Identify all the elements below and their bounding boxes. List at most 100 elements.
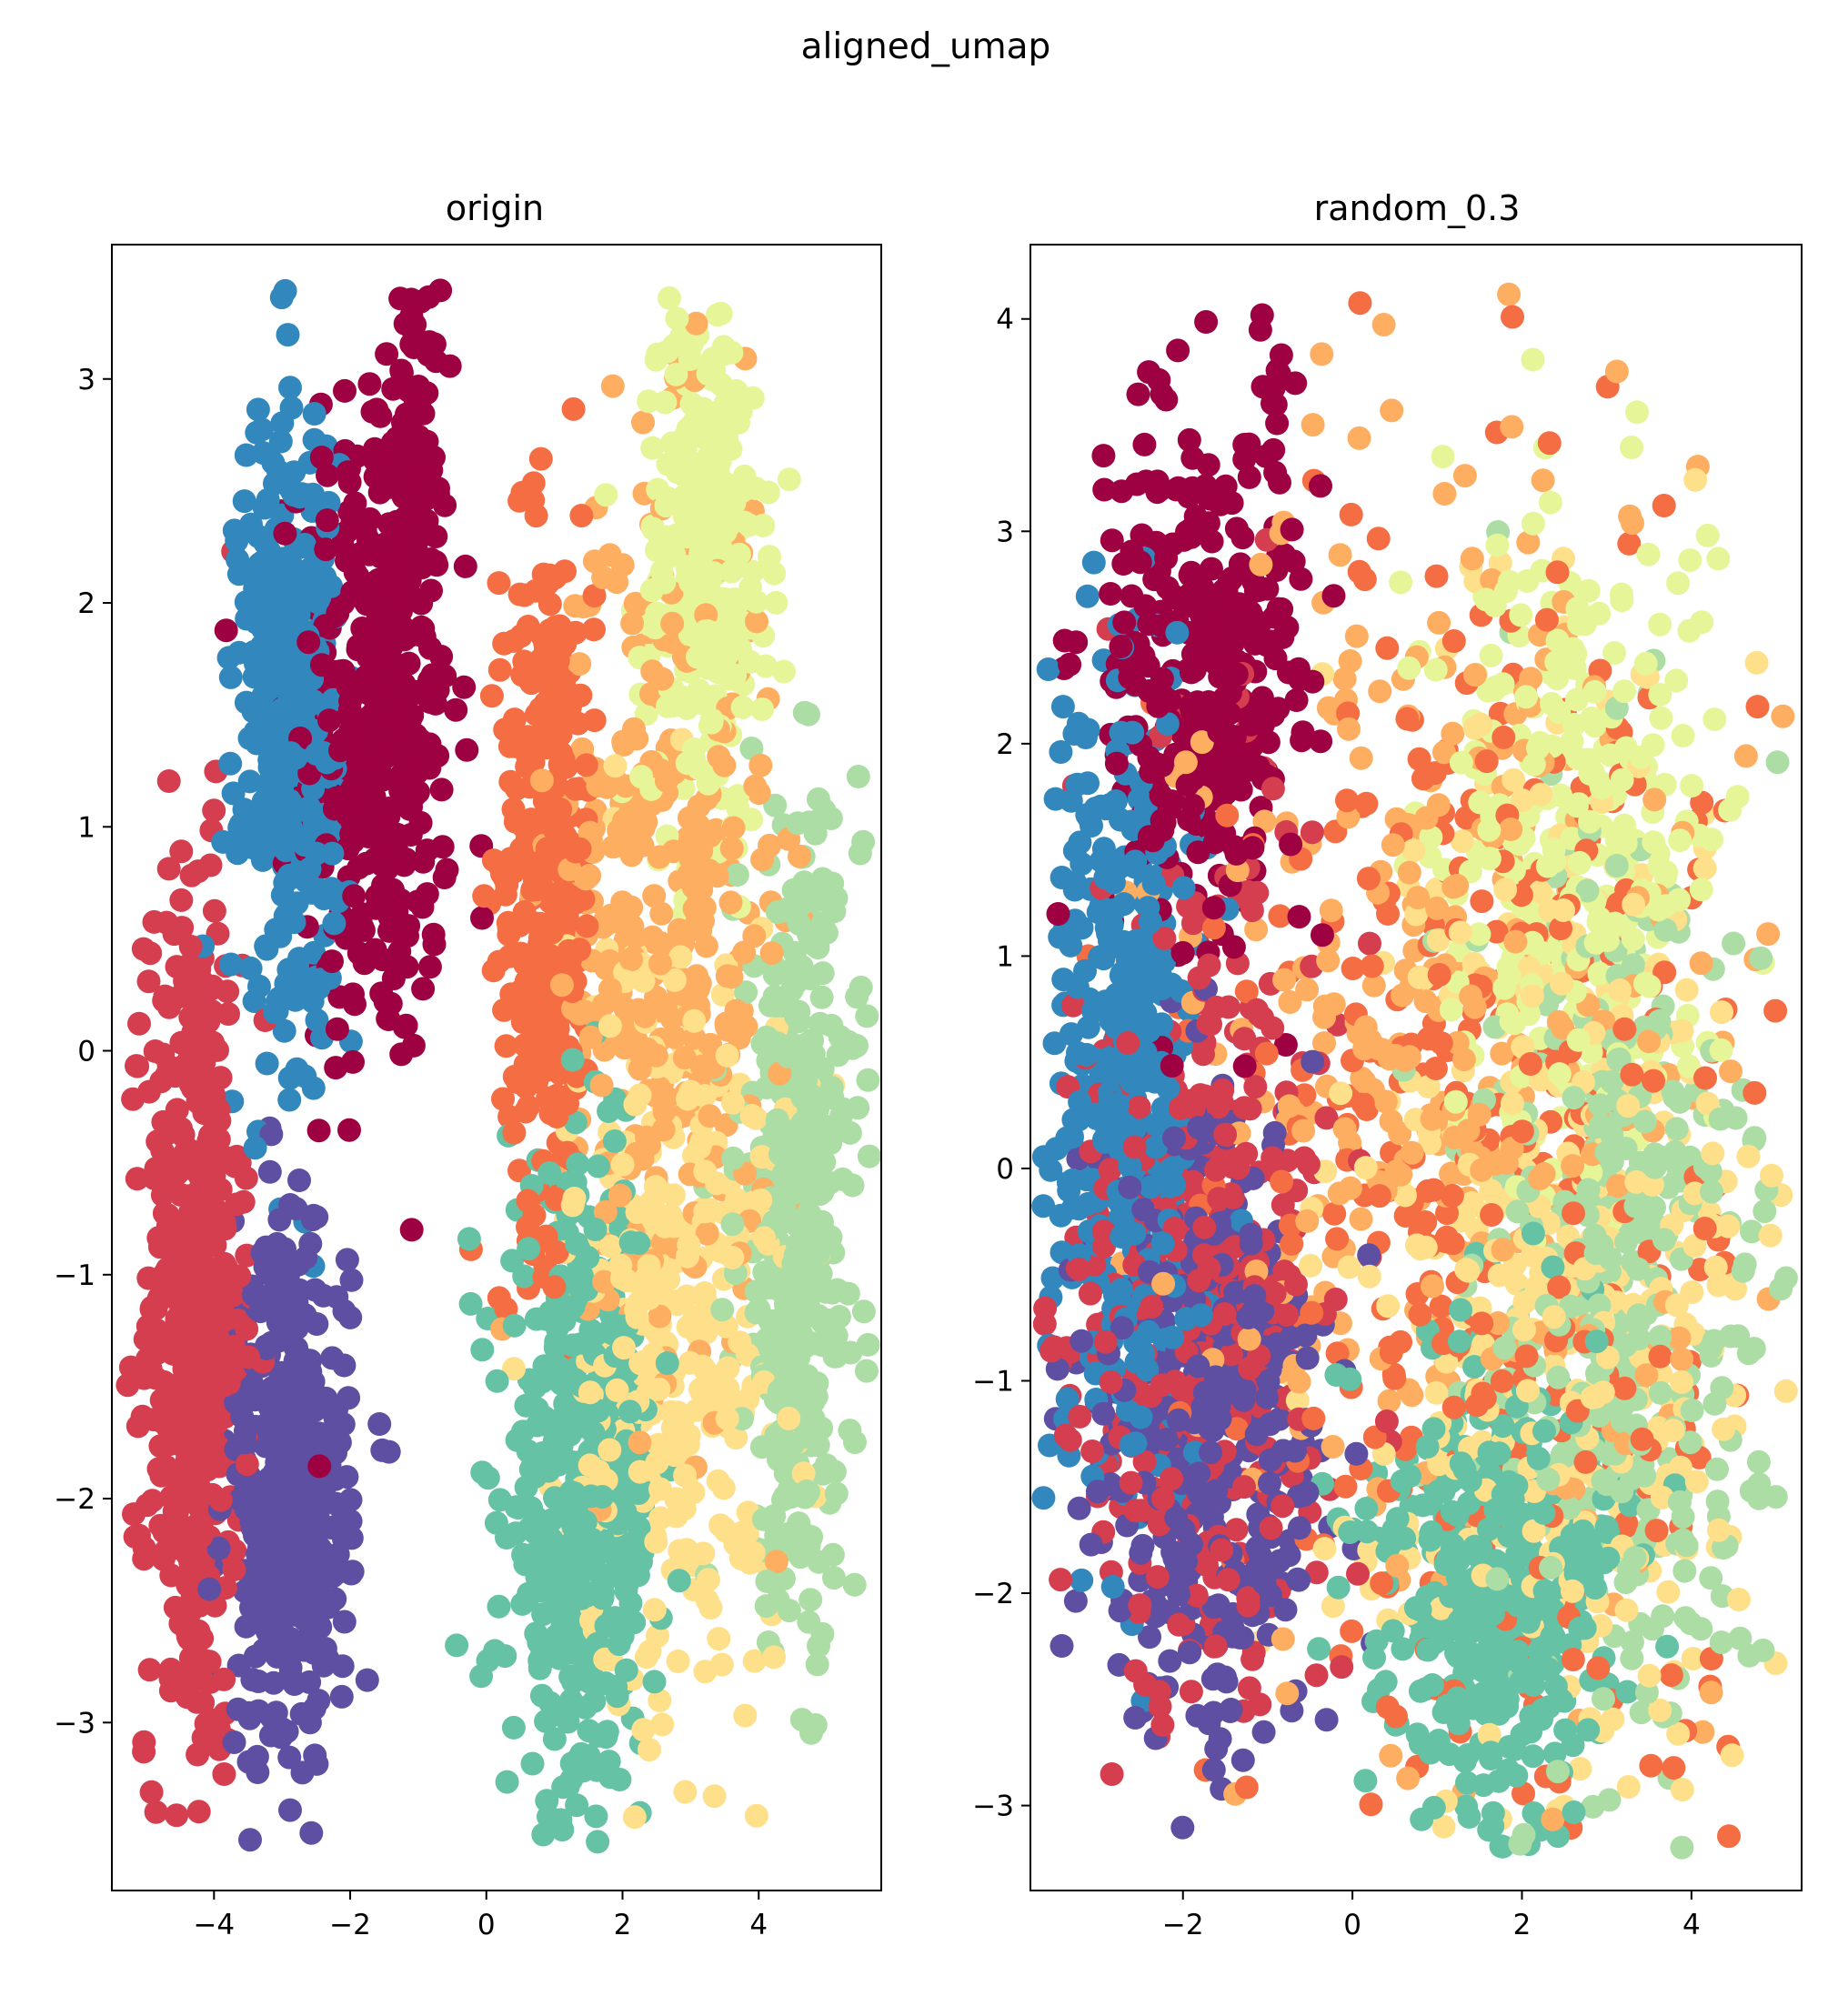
data-point — [646, 1624, 669, 1648]
data-point — [330, 1654, 355, 1679]
data-point — [284, 1197, 308, 1221]
data-point — [736, 1387, 760, 1411]
data-point — [684, 311, 708, 336]
data-point — [519, 671, 544, 696]
data-point — [332, 1353, 357, 1378]
data-point — [493, 1644, 517, 1669]
data-point — [544, 1329, 568, 1354]
data-point — [152, 1520, 176, 1544]
data-point — [165, 1098, 189, 1122]
data-point — [715, 1407, 739, 1431]
data-point — [174, 1538, 198, 1562]
data-point — [516, 1189, 540, 1213]
data-point — [212, 1667, 236, 1691]
data-point — [558, 1479, 583, 1504]
data-point — [305, 1553, 329, 1578]
data-point — [719, 965, 744, 989]
data-point — [1497, 282, 1522, 306]
data-point — [305, 742, 328, 766]
y-tick-label: 3 — [77, 364, 95, 396]
data-point — [610, 890, 635, 915]
data-point — [292, 568, 316, 593]
data-point — [507, 582, 532, 607]
data-point — [1629, 1700, 1653, 1725]
data-point — [725, 863, 749, 887]
data-point — [644, 1530, 668, 1554]
data-point — [778, 900, 803, 924]
data-point — [1763, 998, 1788, 1023]
data-point — [721, 1146, 746, 1170]
data-point — [742, 1649, 767, 1673]
data-point — [641, 517, 666, 541]
data-point — [272, 1018, 296, 1043]
data-point — [758, 545, 781, 569]
data-point — [399, 1218, 424, 1242]
data-point — [363, 436, 387, 461]
data-point — [322, 797, 347, 821]
data-point — [732, 1520, 757, 1544]
data-point — [263, 1473, 286, 1498]
data-point — [527, 649, 552, 674]
data-point — [608, 1183, 632, 1208]
data-point — [650, 1712, 675, 1737]
data-point — [563, 1110, 588, 1135]
data-point — [733, 1703, 758, 1728]
data-point — [485, 1369, 509, 1393]
data-point — [263, 471, 286, 496]
data-point — [270, 588, 295, 613]
data-point — [1321, 1594, 1345, 1619]
data-point — [238, 1828, 262, 1852]
data-point — [573, 1509, 598, 1534]
data-point — [542, 1275, 567, 1299]
data-point — [362, 577, 387, 601]
data-point — [1036, 657, 1060, 681]
data-point — [556, 1774, 580, 1799]
data-point — [269, 642, 294, 666]
data-point — [186, 1742, 210, 1767]
data-point — [397, 797, 422, 821]
data-point — [218, 751, 243, 776]
data-point — [232, 489, 256, 514]
data-point — [620, 611, 645, 636]
data-point — [1648, 612, 1672, 637]
data-point — [235, 1317, 259, 1341]
data-point — [824, 1481, 849, 1506]
data-point — [1489, 1834, 1513, 1859]
data-point — [505, 777, 528, 801]
data-point — [848, 841, 872, 866]
data-point — [504, 809, 528, 834]
data-point — [838, 1120, 862, 1145]
data-point — [549, 973, 574, 998]
data-point — [693, 1159, 718, 1184]
data-point — [642, 884, 667, 908]
y-tick-label: −3 — [54, 1707, 95, 1740]
data-point — [169, 1183, 193, 1207]
data-point — [721, 816, 746, 840]
data-point — [269, 1561, 294, 1586]
data-point — [397, 580, 421, 605]
data-point — [672, 1497, 697, 1520]
data-point — [634, 1645, 658, 1670]
data-point — [598, 1014, 622, 1038]
data-point — [762, 985, 787, 1008]
data-point — [819, 1013, 844, 1038]
data-point — [549, 1570, 574, 1595]
data-point — [271, 1626, 296, 1650]
data-point — [801, 1406, 826, 1430]
data-point — [628, 1351, 653, 1376]
data-point — [633, 1004, 658, 1028]
data-point — [521, 471, 546, 496]
data-point — [594, 957, 618, 980]
data-point — [783, 1243, 808, 1268]
data-point — [749, 1435, 774, 1459]
data-point — [798, 1117, 822, 1141]
data-point — [762, 1645, 786, 1670]
data-point — [748, 753, 773, 777]
data-point — [812, 798, 837, 823]
data-point — [516, 737, 539, 761]
data-point — [194, 1215, 218, 1239]
data-point — [625, 1305, 649, 1329]
data-point — [796, 921, 820, 946]
data-point — [822, 1566, 846, 1590]
data-point — [655, 1351, 679, 1376]
